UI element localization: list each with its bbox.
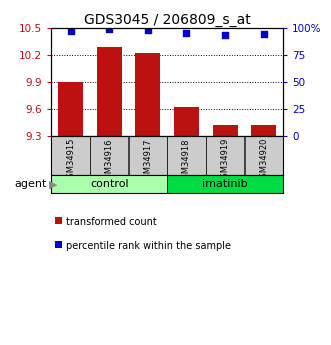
Text: GSM34916: GSM34916 [105,138,114,184]
Text: GSM34920: GSM34920 [259,138,268,184]
FancyBboxPatch shape [206,136,244,176]
Point [184,30,189,36]
Text: transformed count: transformed count [66,217,157,227]
Title: GDS3045 / 206809_s_at: GDS3045 / 206809_s_at [84,12,251,27]
FancyBboxPatch shape [245,136,283,176]
Text: GSM34917: GSM34917 [143,138,152,184]
Bar [58,82,83,136]
Text: agent: agent [14,179,47,189]
Text: GSM34918: GSM34918 [182,138,191,184]
Bar [251,125,276,136]
Point [222,32,228,38]
FancyBboxPatch shape [167,136,206,176]
Text: GSM34915: GSM34915 [66,138,75,184]
Text: control: control [90,179,128,189]
Text: GSM34919: GSM34919 [220,138,230,184]
FancyBboxPatch shape [129,136,167,176]
Point [68,28,73,33]
FancyBboxPatch shape [90,136,128,176]
Bar [97,48,122,136]
Bar [135,53,161,136]
Bar [213,125,238,136]
Text: ▶: ▶ [49,179,58,189]
Text: percentile rank within the sample: percentile rank within the sample [66,241,231,251]
Bar [174,107,199,136]
FancyBboxPatch shape [167,176,283,193]
FancyBboxPatch shape [51,136,90,176]
Text: imatinib: imatinib [202,179,248,189]
FancyBboxPatch shape [51,176,167,193]
Point [145,27,151,32]
Point [261,31,266,37]
Point [107,26,112,31]
